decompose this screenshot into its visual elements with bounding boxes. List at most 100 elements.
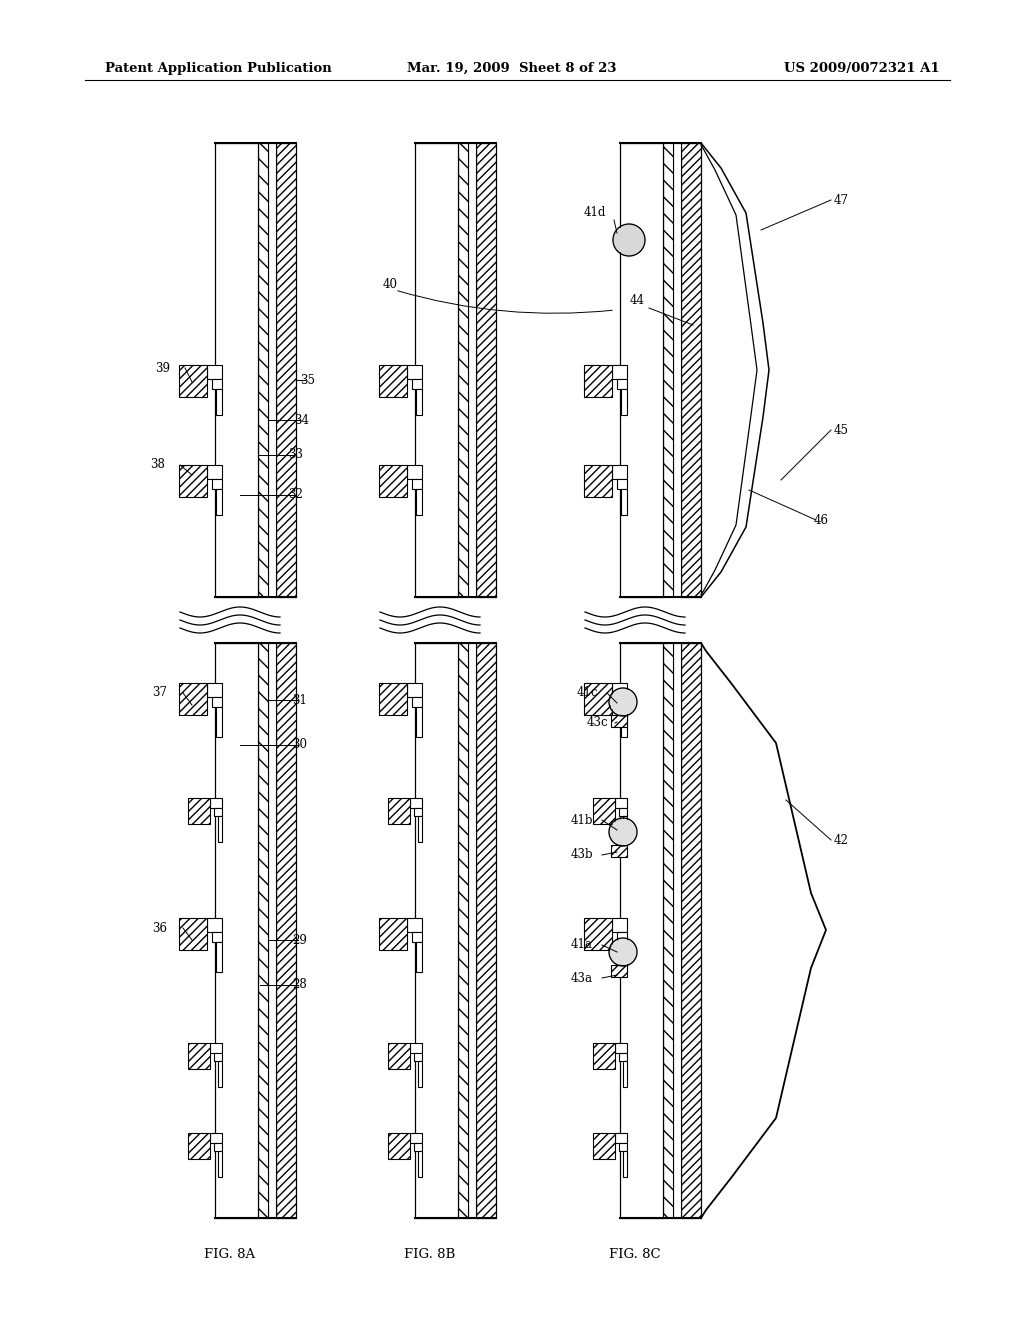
Polygon shape bbox=[179, 682, 207, 715]
Polygon shape bbox=[218, 816, 222, 842]
Text: Mar. 19, 2009  Sheet 8 of 23: Mar. 19, 2009 Sheet 8 of 23 bbox=[408, 62, 616, 75]
Text: 30: 30 bbox=[293, 738, 307, 751]
Text: 33: 33 bbox=[289, 449, 303, 462]
Polygon shape bbox=[416, 942, 422, 972]
Polygon shape bbox=[584, 366, 612, 397]
Text: 47: 47 bbox=[834, 194, 849, 206]
Text: 37: 37 bbox=[153, 686, 168, 700]
Polygon shape bbox=[214, 1053, 222, 1061]
Polygon shape bbox=[210, 799, 222, 808]
Polygon shape bbox=[663, 643, 673, 1218]
Polygon shape bbox=[584, 682, 612, 715]
Text: 41c: 41c bbox=[577, 686, 598, 700]
Polygon shape bbox=[673, 643, 681, 1218]
Polygon shape bbox=[179, 917, 207, 950]
Polygon shape bbox=[412, 697, 422, 708]
Polygon shape bbox=[407, 682, 422, 697]
Polygon shape bbox=[379, 682, 407, 715]
Polygon shape bbox=[215, 643, 258, 1218]
Text: 45: 45 bbox=[834, 424, 849, 437]
Polygon shape bbox=[258, 143, 268, 597]
Polygon shape bbox=[188, 1043, 210, 1069]
Polygon shape bbox=[416, 708, 422, 737]
Text: 41b: 41b bbox=[570, 813, 593, 826]
Polygon shape bbox=[410, 1043, 422, 1053]
Polygon shape bbox=[276, 643, 296, 1218]
Polygon shape bbox=[214, 808, 222, 816]
Polygon shape bbox=[207, 366, 222, 379]
Polygon shape bbox=[268, 143, 276, 597]
Polygon shape bbox=[584, 465, 612, 498]
Polygon shape bbox=[623, 1151, 627, 1177]
Text: 42: 42 bbox=[834, 833, 849, 846]
Text: 34: 34 bbox=[295, 413, 309, 426]
Polygon shape bbox=[418, 1151, 422, 1177]
Polygon shape bbox=[623, 816, 627, 842]
Text: 44: 44 bbox=[630, 293, 644, 306]
Text: 43c: 43c bbox=[586, 717, 608, 730]
Polygon shape bbox=[410, 1133, 422, 1143]
Text: FIG. 8A: FIG. 8A bbox=[205, 1249, 256, 1262]
Circle shape bbox=[610, 689, 636, 715]
Polygon shape bbox=[618, 1053, 627, 1061]
Text: 41d: 41d bbox=[584, 206, 606, 219]
Circle shape bbox=[610, 818, 636, 845]
Polygon shape bbox=[593, 799, 615, 824]
Text: 29: 29 bbox=[293, 933, 307, 946]
Text: 43b: 43b bbox=[570, 849, 593, 862]
Text: 43a: 43a bbox=[571, 972, 593, 985]
Polygon shape bbox=[214, 1143, 222, 1151]
Polygon shape bbox=[615, 1133, 627, 1143]
Polygon shape bbox=[207, 917, 222, 932]
Text: FIG. 8C: FIG. 8C bbox=[609, 1249, 660, 1262]
Polygon shape bbox=[612, 366, 627, 379]
Polygon shape bbox=[673, 143, 681, 597]
Polygon shape bbox=[388, 1133, 410, 1159]
Polygon shape bbox=[612, 682, 627, 697]
Polygon shape bbox=[414, 808, 422, 816]
Polygon shape bbox=[407, 366, 422, 379]
Polygon shape bbox=[276, 143, 296, 597]
Polygon shape bbox=[268, 643, 276, 1218]
Polygon shape bbox=[621, 389, 627, 414]
Polygon shape bbox=[476, 643, 496, 1218]
Polygon shape bbox=[617, 697, 627, 708]
Polygon shape bbox=[416, 389, 422, 414]
Polygon shape bbox=[617, 379, 627, 389]
Polygon shape bbox=[611, 965, 627, 977]
Polygon shape bbox=[418, 816, 422, 842]
Polygon shape bbox=[414, 1143, 422, 1151]
Polygon shape bbox=[207, 465, 222, 479]
Polygon shape bbox=[179, 465, 207, 498]
Text: 31: 31 bbox=[293, 693, 307, 706]
Text: 35: 35 bbox=[300, 374, 315, 387]
Text: 28: 28 bbox=[293, 978, 307, 991]
Polygon shape bbox=[681, 643, 701, 1218]
Polygon shape bbox=[615, 1043, 627, 1053]
Polygon shape bbox=[416, 488, 422, 515]
Polygon shape bbox=[468, 643, 476, 1218]
Polygon shape bbox=[612, 917, 627, 932]
Text: 32: 32 bbox=[289, 488, 303, 502]
Polygon shape bbox=[407, 465, 422, 479]
Polygon shape bbox=[615, 799, 627, 808]
Text: 46: 46 bbox=[813, 513, 828, 527]
Circle shape bbox=[610, 939, 636, 965]
Polygon shape bbox=[617, 479, 627, 488]
Polygon shape bbox=[593, 1043, 615, 1069]
Polygon shape bbox=[623, 1061, 627, 1086]
Circle shape bbox=[614, 224, 644, 255]
Polygon shape bbox=[612, 465, 627, 479]
Polygon shape bbox=[258, 643, 268, 1218]
Polygon shape bbox=[188, 799, 210, 824]
Polygon shape bbox=[414, 1053, 422, 1061]
Polygon shape bbox=[212, 479, 222, 488]
Polygon shape bbox=[410, 799, 422, 808]
Polygon shape bbox=[412, 932, 422, 942]
Polygon shape bbox=[458, 643, 468, 1218]
Polygon shape bbox=[212, 697, 222, 708]
Polygon shape bbox=[458, 143, 468, 597]
Polygon shape bbox=[584, 917, 612, 950]
Polygon shape bbox=[617, 932, 627, 942]
Polygon shape bbox=[218, 1061, 222, 1086]
